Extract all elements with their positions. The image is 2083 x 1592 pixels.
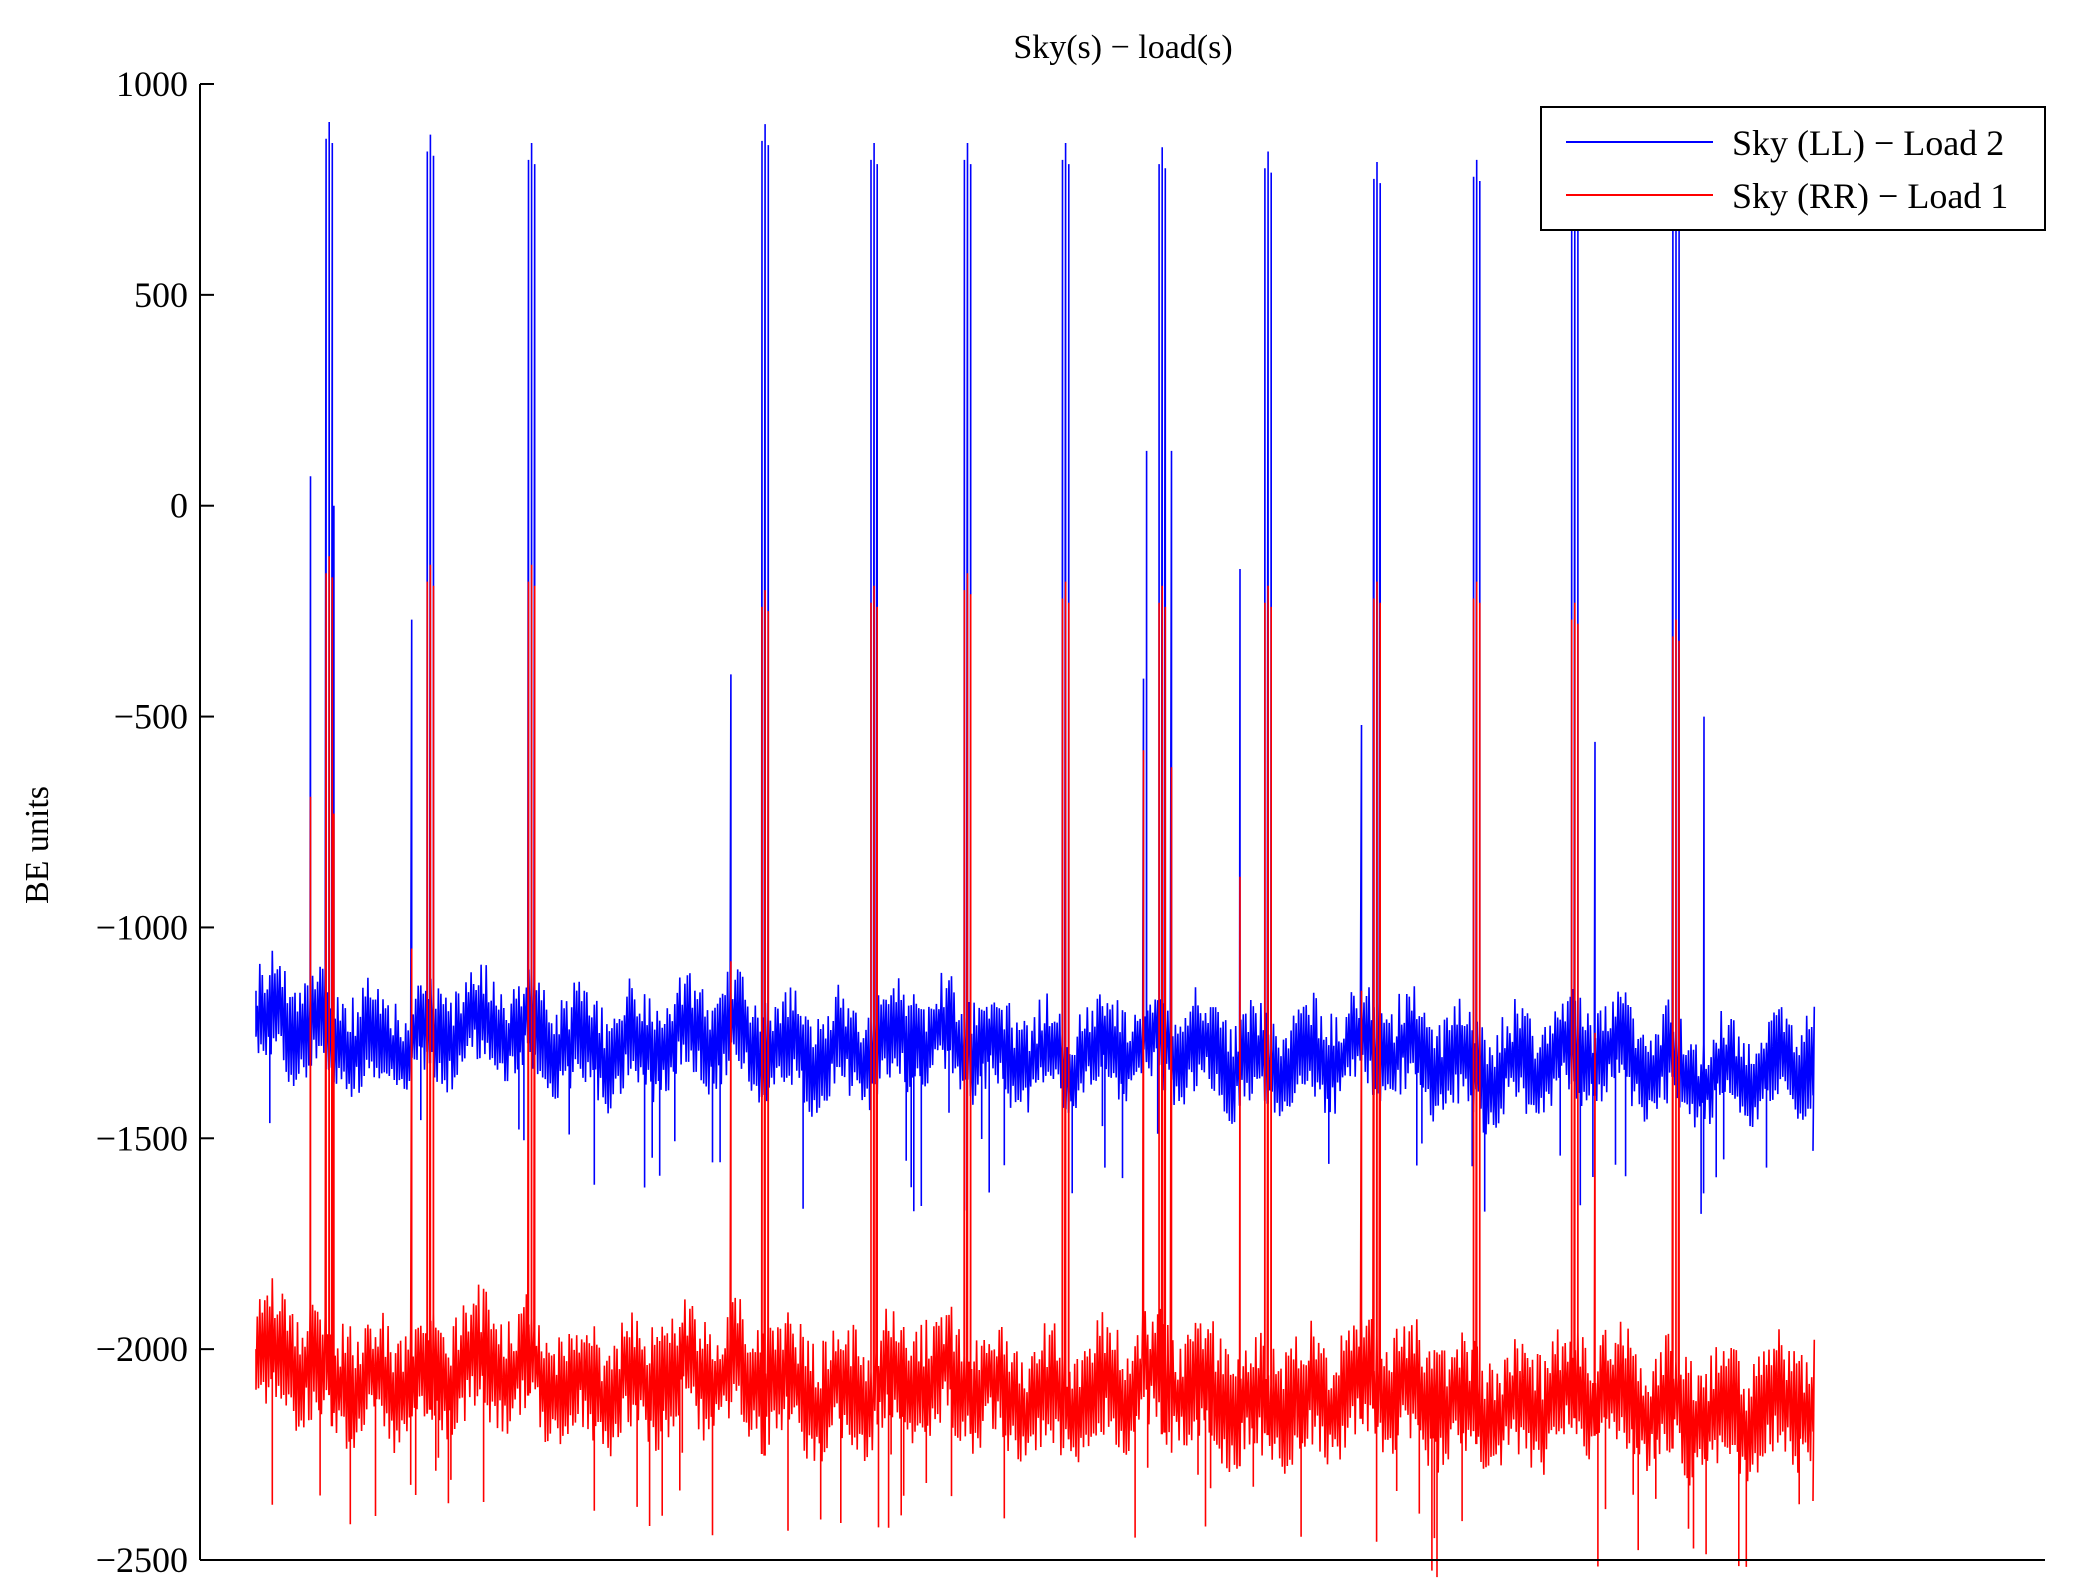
- y-ticks: 1000 500 0 −500 −1000 −1500 −2000 −2500: [96, 64, 214, 1580]
- y-tick-label: −2000: [96, 1329, 188, 1369]
- series-layer: [255, 121, 1816, 1578]
- y-tick-label: −1500: [96, 1118, 188, 1158]
- legend-box: [1540, 106, 2046, 231]
- y-tick-label: 0: [170, 486, 188, 526]
- y-tick-label: 500: [134, 275, 188, 315]
- series-line-1: [255, 121, 1816, 1214]
- y-tick-label: 1000: [116, 64, 188, 104]
- y-axis-label: BE units: [19, 786, 56, 904]
- y-tick-label: −2500: [96, 1540, 188, 1580]
- legend-label-series-2: Sky (RR) − Load 1: [1732, 176, 2008, 216]
- series-line-2: [255, 556, 1816, 1578]
- y-tick-label: −500: [114, 697, 188, 737]
- y-tick-label: −1000: [96, 907, 188, 947]
- legend-label-series-1: Sky (LL) − Load 2: [1732, 123, 2004, 163]
- legend: Sky (LL) − Load 2 Sky (RR) − Load 1: [1540, 106, 2046, 231]
- chart-title: Sky(s) − load(s): [1013, 29, 1232, 66]
